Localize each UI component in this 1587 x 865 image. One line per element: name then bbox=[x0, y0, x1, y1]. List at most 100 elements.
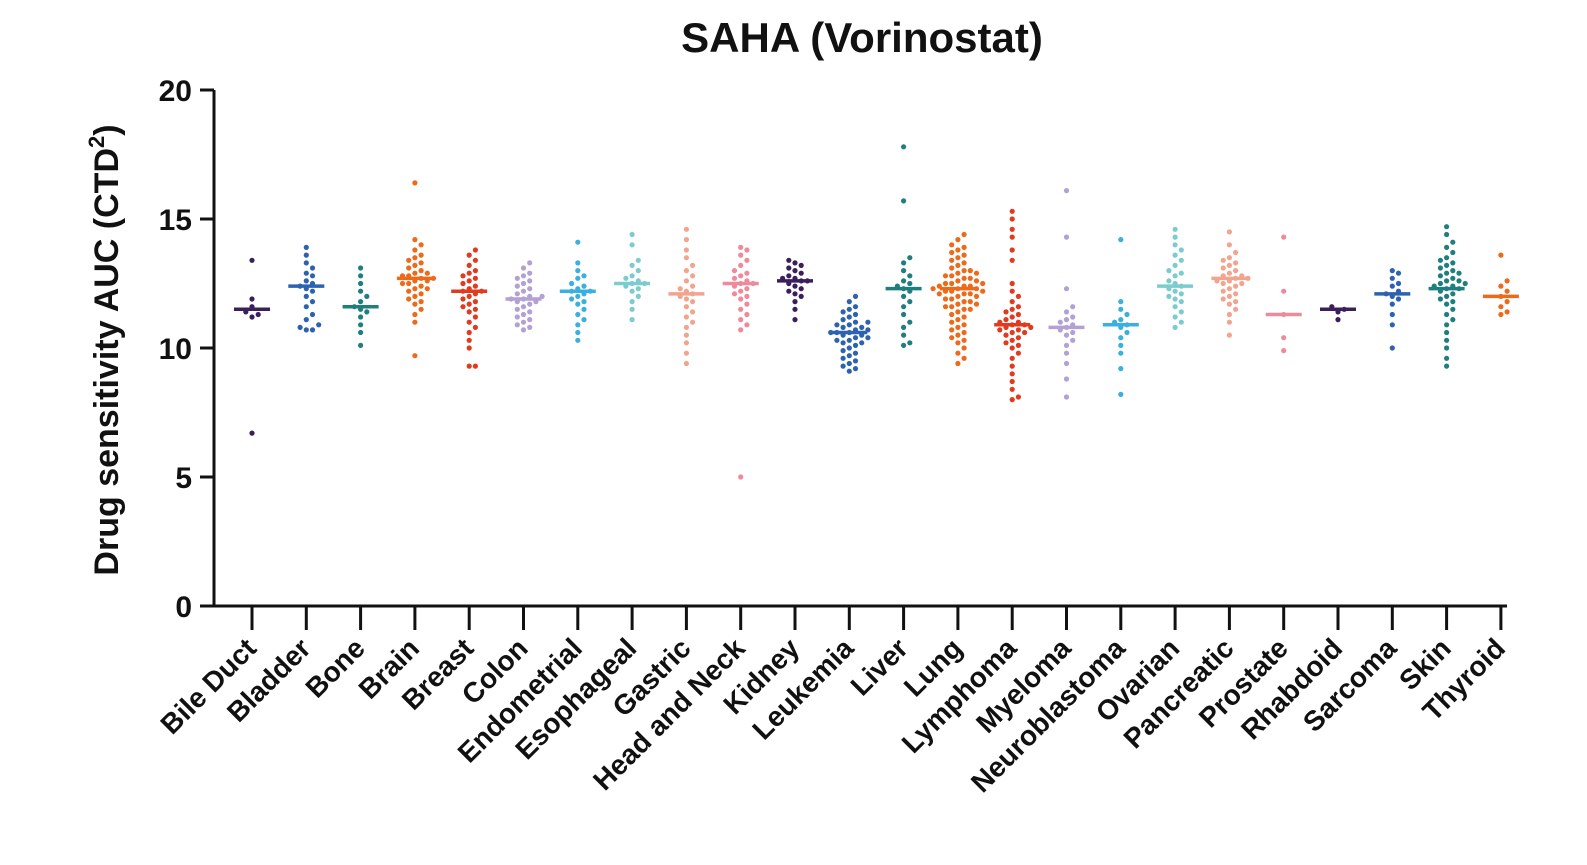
data-point bbox=[358, 329, 364, 336]
data-point bbox=[418, 291, 424, 297]
data-point bbox=[683, 296, 690, 302]
data-point bbox=[520, 327, 527, 333]
data-point bbox=[852, 358, 859, 364]
data-point bbox=[1437, 273, 1443, 279]
data-point bbox=[1444, 278, 1450, 284]
data-point bbox=[520, 288, 527, 294]
data-point bbox=[358, 299, 364, 305]
data-point bbox=[1009, 280, 1015, 287]
data-point bbox=[949, 257, 955, 263]
data-point bbox=[1118, 350, 1124, 356]
data-point bbox=[1444, 301, 1450, 307]
data-point bbox=[955, 324, 961, 330]
data-point bbox=[514, 283, 520, 289]
data-point bbox=[744, 293, 750, 299]
data-point bbox=[629, 262, 635, 268]
data-point bbox=[412, 286, 418, 292]
data-point bbox=[635, 257, 641, 263]
data-point bbox=[418, 260, 424, 266]
data-point bbox=[859, 324, 865, 330]
data-point bbox=[1009, 329, 1015, 336]
data-point bbox=[412, 237, 418, 243]
data-point bbox=[955, 255, 961, 261]
data-point bbox=[738, 306, 744, 312]
data-point bbox=[786, 288, 792, 294]
data-point bbox=[358, 314, 364, 320]
data-point bbox=[466, 363, 472, 369]
data-point bbox=[1504, 288, 1510, 294]
data-point bbox=[1233, 268, 1239, 274]
data-point bbox=[840, 348, 846, 354]
data-point bbox=[412, 353, 418, 359]
data-point bbox=[955, 237, 961, 243]
data-point bbox=[1498, 283, 1504, 289]
data-point bbox=[961, 291, 967, 297]
data-point bbox=[1437, 296, 1443, 302]
data-point bbox=[520, 304, 527, 310]
data-point bbox=[1233, 306, 1239, 312]
data-point bbox=[1444, 224, 1450, 230]
data-point bbox=[303, 252, 309, 258]
data-point bbox=[840, 340, 846, 346]
data-point bbox=[798, 286, 804, 292]
data-point bbox=[936, 291, 942, 297]
data-point bbox=[255, 311, 261, 318]
chart-title: SAHA (Vorinostat) bbox=[681, 14, 1043, 61]
data-point bbox=[683, 360, 690, 367]
data-point bbox=[1172, 288, 1178, 294]
data-point bbox=[1504, 309, 1510, 315]
data-point bbox=[1003, 332, 1009, 338]
data-point bbox=[846, 345, 852, 351]
data-point bbox=[955, 317, 961, 323]
data-point bbox=[1233, 283, 1239, 289]
data-point bbox=[930, 286, 936, 292]
data-point bbox=[1226, 270, 1232, 276]
data-point bbox=[690, 283, 696, 289]
data-point bbox=[1063, 376, 1070, 382]
data-point bbox=[690, 273, 696, 279]
data-point bbox=[901, 268, 907, 274]
data-point bbox=[1220, 257, 1226, 263]
data-point bbox=[792, 268, 798, 274]
data-point bbox=[1226, 229, 1232, 235]
data-point bbox=[1389, 275, 1395, 281]
data-point bbox=[575, 275, 581, 281]
data-point bbox=[967, 268, 973, 274]
data-point bbox=[1009, 216, 1015, 222]
data-point bbox=[683, 247, 690, 253]
data-point bbox=[520, 280, 527, 287]
data-point bbox=[980, 288, 986, 294]
data-point bbox=[690, 309, 696, 315]
data-point bbox=[1063, 234, 1070, 240]
data-point bbox=[1498, 304, 1504, 310]
data-point bbox=[901, 144, 907, 150]
data-point bbox=[629, 299, 635, 305]
data-point bbox=[418, 268, 424, 274]
data-point bbox=[575, 337, 581, 343]
data-point bbox=[1003, 317, 1009, 323]
data-point bbox=[792, 291, 798, 297]
data-point bbox=[1233, 249, 1239, 256]
data-point bbox=[472, 268, 478, 274]
data-point bbox=[460, 304, 466, 310]
data-point bbox=[1172, 314, 1178, 320]
data-point bbox=[406, 265, 412, 271]
data-point bbox=[955, 332, 961, 338]
data-point bbox=[690, 262, 696, 268]
data-point bbox=[677, 286, 683, 292]
data-point bbox=[629, 273, 635, 279]
data-point bbox=[514, 314, 520, 320]
data-point bbox=[623, 275, 629, 281]
data-point bbox=[358, 273, 364, 279]
y-tick-label: 5 bbox=[175, 462, 192, 495]
data-point bbox=[309, 327, 316, 333]
data-point bbox=[309, 299, 316, 305]
data-point bbox=[1124, 329, 1130, 336]
data-point bbox=[249, 430, 255, 436]
data-point bbox=[961, 231, 967, 238]
data-point bbox=[683, 340, 690, 346]
data-point bbox=[1172, 234, 1178, 240]
data-point bbox=[1172, 252, 1178, 258]
data-point bbox=[1070, 304, 1076, 310]
data-point bbox=[1063, 342, 1070, 348]
